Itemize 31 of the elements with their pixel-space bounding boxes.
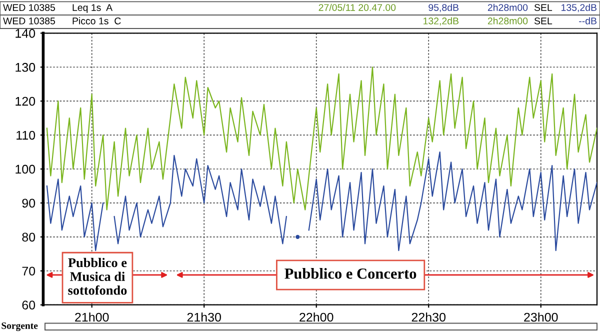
text: 27/05/11 20.47.00 <box>318 4 396 11</box>
text: 95,8dB <box>428 4 458 12</box>
y-tick-label: 140 <box>16 28 36 38</box>
text: Leq 1s A <box>72 4 113 13</box>
y-tick-label: 130 <box>16 62 36 72</box>
x-tick-label: 23h00 <box>524 312 558 322</box>
x-tick-label: 21h30 <box>187 312 221 322</box>
y-tick-label: 80 <box>22 232 36 242</box>
annotation: Pubblico e Musica di sottofondo <box>68 258 127 295</box>
text: SEL <box>534 4 552 11</box>
y-tick-label: 70 <box>22 266 36 276</box>
x-tick-label: 22h30 <box>412 312 446 322</box>
line-series <box>46 66 597 210</box>
text: WED 10385 <box>3 4 56 11</box>
text: WED 10385 <box>3 18 56 24</box>
text: 2h28m00 <box>488 17 528 24</box>
y-tick-label: 100 <box>16 164 36 174</box>
y-tick-label: 110 <box>16 130 36 140</box>
x-tick-label: 22h00 <box>300 312 334 322</box>
text: 2h28m00 <box>488 4 528 11</box>
y-tick-label: 120 <box>16 96 36 106</box>
y-tick-label: 90 <box>22 198 36 208</box>
text: --dB <box>579 17 596 24</box>
text: Sorgente <box>2 322 38 332</box>
text: SEL <box>534 18 552 24</box>
y-tick-label: 60 <box>22 300 36 310</box>
x-tick-label: 21h00 <box>75 312 109 322</box>
text: Picco 1s C <box>72 17 121 24</box>
text: 135,2dB <box>562 4 596 12</box>
annotation: Pubblico e Concerto <box>284 268 416 279</box>
text: 132,2dB <box>424 17 458 26</box>
